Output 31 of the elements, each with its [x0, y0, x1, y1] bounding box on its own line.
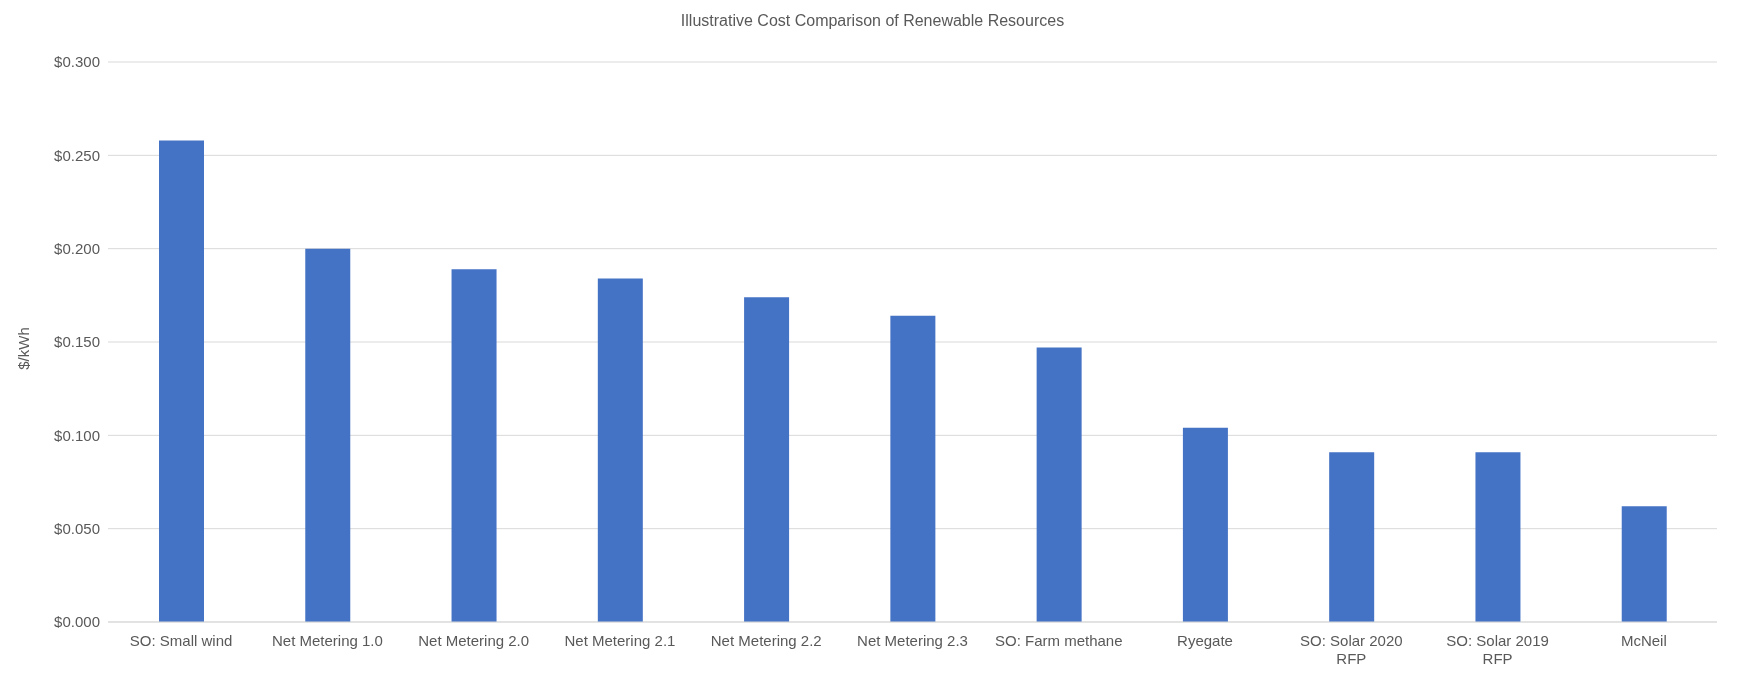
y-tick-label: $0.200 — [54, 239, 100, 257]
bar — [1329, 452, 1375, 622]
bar — [1475, 452, 1521, 622]
x-tick-label: SO: Small wind — [129, 632, 233, 649]
y-tick-label: $0.000 — [54, 613, 100, 631]
bar — [305, 248, 351, 622]
y-tick-label: $0.150 — [54, 333, 100, 351]
x-tick-label: SO: Farm methane — [995, 632, 1123, 649]
x-tick-label: Net Metering 2.3 — [857, 632, 968, 649]
chart-title: Illustrative Cost Comparison of Renewable Resources — [679, 11, 1066, 31]
bar — [1182, 427, 1228, 622]
y-tick-label: $0.050 — [54, 519, 100, 537]
x-tick-label: Net Metering 1.0 — [271, 632, 383, 649]
bar — [1621, 506, 1667, 622]
x-tick-label: SO: Solar 2020 RFP — [1300, 632, 1403, 667]
bar — [451, 269, 497, 622]
y-tick-label: $0.100 — [54, 426, 100, 444]
y-axis-title: $/kWh — [14, 326, 32, 370]
x-tick-label: Net Metering 2.2 — [710, 632, 822, 649]
x-tick-label: Net Metering 2.0 — [418, 632, 530, 649]
bar — [597, 278, 643, 622]
x-tick-label: Ryegate — [1177, 632, 1233, 649]
bar — [1036, 347, 1082, 622]
y-tick-label: $0.300 — [54, 53, 100, 71]
y-tick-label: $0.250 — [54, 146, 100, 164]
bar — [159, 140, 204, 622]
bar — [890, 315, 936, 622]
x-tick-label: SO: Solar 2019 RFP — [1446, 632, 1549, 667]
x-tick-label: McNeil — [1620, 632, 1667, 649]
x-tick-label: Net Metering 2.1 — [564, 632, 676, 649]
bar — [744, 297, 790, 622]
